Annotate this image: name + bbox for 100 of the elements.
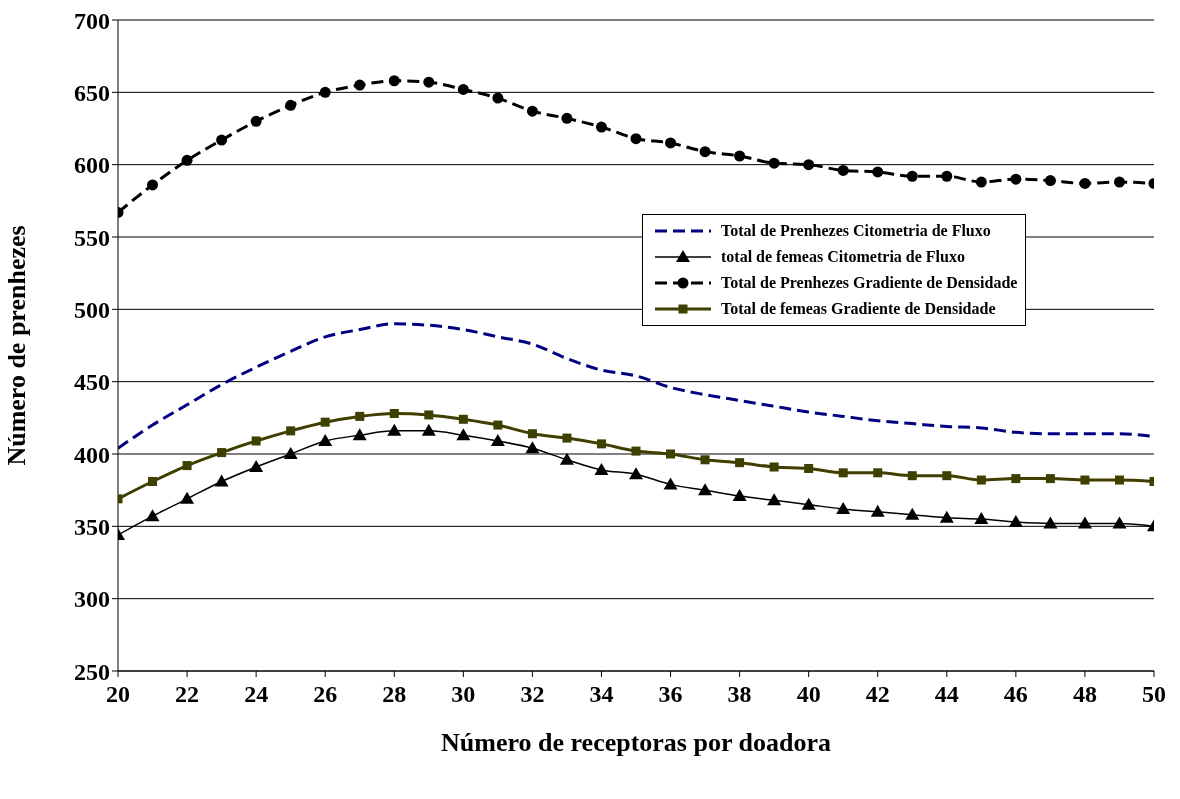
point bbox=[286, 426, 296, 436]
x-tick-label: 42 bbox=[865, 681, 890, 708]
point bbox=[457, 83, 469, 95]
point bbox=[665, 137, 677, 149]
point bbox=[1008, 514, 1023, 527]
point bbox=[320, 417, 330, 427]
point bbox=[873, 468, 883, 478]
point bbox=[352, 428, 367, 441]
point bbox=[490, 433, 505, 446]
point bbox=[907, 471, 917, 481]
point bbox=[559, 452, 574, 465]
point bbox=[735, 458, 745, 468]
point bbox=[663, 477, 678, 490]
x-tick-label: 32 bbox=[520, 681, 545, 708]
point bbox=[145, 509, 160, 522]
point bbox=[1113, 176, 1125, 188]
x-tick-label: 28 bbox=[382, 681, 407, 708]
x-tick-label: 24 bbox=[244, 681, 269, 708]
y-tick-label: 600 bbox=[74, 152, 110, 179]
point bbox=[250, 115, 262, 127]
point bbox=[906, 170, 918, 182]
point bbox=[1045, 474, 1055, 484]
point bbox=[1011, 474, 1021, 484]
point bbox=[769, 462, 779, 472]
point bbox=[734, 150, 746, 162]
point bbox=[458, 414, 468, 424]
point bbox=[527, 429, 537, 439]
point bbox=[838, 468, 848, 478]
point bbox=[801, 497, 816, 510]
y-tick-label: 450 bbox=[74, 369, 110, 396]
point bbox=[1044, 175, 1056, 187]
point bbox=[698, 483, 713, 496]
point bbox=[285, 99, 297, 111]
point bbox=[354, 79, 366, 91]
point bbox=[666, 449, 676, 459]
x-tick-label: 26 bbox=[313, 681, 338, 708]
y-tick-label: 400 bbox=[74, 441, 110, 468]
point bbox=[768, 157, 780, 169]
point bbox=[561, 112, 573, 124]
point bbox=[1010, 173, 1022, 185]
x-tick-label: 40 bbox=[796, 681, 821, 708]
point bbox=[976, 475, 986, 485]
point bbox=[387, 423, 402, 436]
x-tick-label: 36 bbox=[658, 681, 683, 708]
point bbox=[594, 462, 609, 475]
point bbox=[148, 476, 158, 486]
legend-label: Total de Prenhezes Gradiente de Densidade bbox=[721, 274, 1018, 292]
point bbox=[181, 154, 193, 166]
point bbox=[1080, 475, 1090, 485]
point bbox=[975, 176, 987, 188]
point bbox=[355, 411, 365, 421]
point bbox=[217, 448, 227, 458]
x-axis-title: Número de receptoras por doadora bbox=[441, 728, 831, 757]
point bbox=[214, 474, 229, 487]
point bbox=[251, 436, 261, 446]
point bbox=[941, 170, 953, 182]
point bbox=[939, 510, 954, 523]
point bbox=[872, 166, 884, 178]
point bbox=[493, 420, 503, 430]
y-tick-label: 700 bbox=[74, 7, 110, 34]
point bbox=[870, 504, 885, 517]
legend-label: total de femeas Citometria de Fluxo bbox=[721, 248, 965, 266]
point bbox=[388, 75, 400, 87]
point bbox=[596, 439, 606, 449]
point bbox=[525, 441, 540, 454]
y-tick-label: 350 bbox=[74, 513, 110, 540]
point bbox=[216, 134, 228, 146]
point bbox=[699, 146, 711, 158]
point bbox=[974, 512, 989, 525]
x-tick-label: 38 bbox=[727, 681, 752, 708]
point bbox=[526, 105, 538, 117]
x-tick-label: 50 bbox=[1142, 681, 1166, 708]
point bbox=[595, 121, 607, 133]
point bbox=[249, 460, 264, 473]
point bbox=[182, 461, 192, 471]
y-tick-label: 650 bbox=[74, 79, 110, 106]
point bbox=[1079, 177, 1091, 189]
point bbox=[421, 423, 436, 436]
point bbox=[389, 408, 399, 418]
point bbox=[180, 491, 195, 504]
point bbox=[562, 433, 572, 443]
point bbox=[423, 76, 435, 88]
y-axis-title: Número de prenhezes bbox=[2, 225, 32, 466]
point bbox=[1043, 516, 1058, 529]
point bbox=[905, 507, 920, 520]
point bbox=[700, 455, 710, 465]
point bbox=[629, 467, 643, 480]
y-tick-label: 300 bbox=[74, 586, 110, 613]
point bbox=[319, 86, 331, 98]
legend-label: Total de femeas Gradiente de Densidade bbox=[721, 300, 996, 318]
x-tick-label: 44 bbox=[934, 681, 959, 708]
point bbox=[1114, 475, 1124, 485]
y-tick-label: 500 bbox=[74, 296, 110, 323]
point bbox=[1077, 516, 1092, 529]
x-tick-label: 48 bbox=[1072, 681, 1097, 708]
point bbox=[147, 179, 159, 191]
x-tick-label: 30 bbox=[451, 681, 476, 708]
point bbox=[837, 164, 849, 176]
point bbox=[456, 428, 471, 441]
point bbox=[767, 493, 782, 506]
